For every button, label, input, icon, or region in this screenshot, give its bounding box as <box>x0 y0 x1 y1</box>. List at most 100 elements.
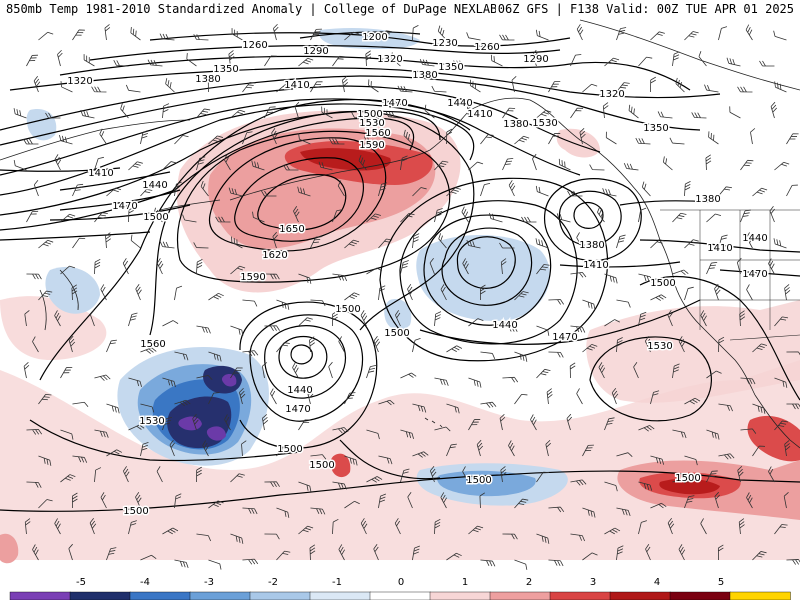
wind-barb <box>745 24 753 41</box>
contour-1260 <box>89 45 561 61</box>
wind-barb <box>514 498 529 509</box>
wind-barb <box>397 85 413 93</box>
contour-label: 1500 <box>466 475 491 486</box>
wind-barb <box>746 492 753 509</box>
low-contour <box>264 325 346 399</box>
wind-barb <box>230 367 243 379</box>
wind-barb <box>535 185 549 197</box>
contour-label: 1200 <box>362 32 387 43</box>
wind-barb <box>60 81 73 93</box>
wind-barb <box>159 33 175 41</box>
wind-barb <box>774 316 789 327</box>
wind-barb <box>700 518 707 535</box>
wind-barb <box>106 547 117 561</box>
wind-barb <box>156 258 164 275</box>
wind-barb <box>60 474 76 483</box>
wind-barb <box>502 107 516 119</box>
contour-label: 1530 <box>359 118 384 129</box>
wind-barb <box>434 518 441 535</box>
wind-barb <box>94 467 102 483</box>
wind-barb <box>400 213 415 223</box>
contour-1500 <box>29 419 301 462</box>
wind-barb <box>208 500 224 509</box>
wind-barb <box>153 207 163 223</box>
wind-barb <box>106 449 123 457</box>
wind-barb <box>264 533 280 540</box>
aleutian-islands <box>159 199 221 211</box>
wind-barb <box>366 267 383 275</box>
wind-barb <box>298 317 313 327</box>
wind-barb <box>419 59 435 67</box>
wind-barb <box>38 393 52 405</box>
wind-barb <box>104 24 111 41</box>
wind-barb <box>165 78 175 93</box>
colorbar-swatch <box>189 591 251 600</box>
wind-barb <box>208 351 222 362</box>
wind-barb <box>94 212 108 223</box>
wind-barb <box>38 239 54 249</box>
wind-barb <box>332 209 343 223</box>
wind-barb <box>230 109 246 119</box>
wind-barb <box>589 164 605 171</box>
warm-anomaly-region <box>747 415 800 462</box>
wind-barb <box>403 129 413 145</box>
wind-barb <box>746 284 753 301</box>
wind-barb <box>378 285 386 301</box>
contour-label: 1230 <box>432 38 457 49</box>
wind-barb <box>99 128 107 145</box>
wind-barb <box>462 466 469 483</box>
wind-barb <box>156 466 163 483</box>
arctic-coastline <box>579 19 800 91</box>
colorbar: -5 -4 -3 -2 -1 0 1 2 3 4 5 <box>0 574 800 600</box>
wind-barb <box>759 60 775 67</box>
wind-barb <box>83 54 95 67</box>
wind-barb <box>321 106 333 119</box>
wind-barb <box>667 309 673 327</box>
wind-barb <box>468 377 482 388</box>
wind-barb <box>628 104 639 119</box>
wind-barb <box>223 154 231 171</box>
contour-1500 <box>49 204 191 221</box>
wind-barb <box>271 128 278 145</box>
wind-barb <box>412 451 429 458</box>
wind-barb <box>480 284 486 301</box>
wind-barb <box>684 455 698 466</box>
colorbar-tick-label: -4 <box>140 577 150 588</box>
wind-barb <box>605 131 617 145</box>
wind-barb <box>558 158 571 171</box>
colorbar-swatch <box>729 591 791 600</box>
wind-barb <box>650 455 665 465</box>
wind-barb <box>26 210 39 223</box>
wind-barb <box>276 507 290 518</box>
wind-barb <box>412 545 420 561</box>
wind-barb <box>162 416 173 431</box>
wind-barb <box>657 111 673 119</box>
wind-barb <box>616 545 624 561</box>
wind-barb <box>500 466 507 483</box>
wind-barb <box>684 239 699 249</box>
wind-barb <box>429 465 437 483</box>
wind-barb <box>293 206 300 223</box>
wind-barb <box>71 284 78 301</box>
colorbar-swatch <box>249 591 311 600</box>
wind-barb <box>440 284 447 301</box>
wind-barb <box>466 239 481 249</box>
us-mexico-border <box>729 334 800 341</box>
contour-1500 <box>639 275 800 401</box>
wind-barb <box>231 28 243 41</box>
wind-barb <box>26 54 38 67</box>
wind-barb <box>230 325 244 336</box>
contour-1470 <box>0 110 441 216</box>
wind-barb <box>466 102 473 119</box>
wind-barb <box>239 387 246 405</box>
wind-barb <box>633 362 639 379</box>
wind-barb <box>499 242 515 249</box>
wind-barb <box>72 237 86 249</box>
contour-label: 1290 <box>303 46 328 57</box>
wind-barb <box>638 425 655 432</box>
wind-barb <box>582 343 598 353</box>
contour-1440 <box>399 200 578 345</box>
contour-label: 1530 <box>647 341 672 352</box>
wind-barb <box>72 401 89 407</box>
cold-anomaly-region <box>221 374 237 387</box>
